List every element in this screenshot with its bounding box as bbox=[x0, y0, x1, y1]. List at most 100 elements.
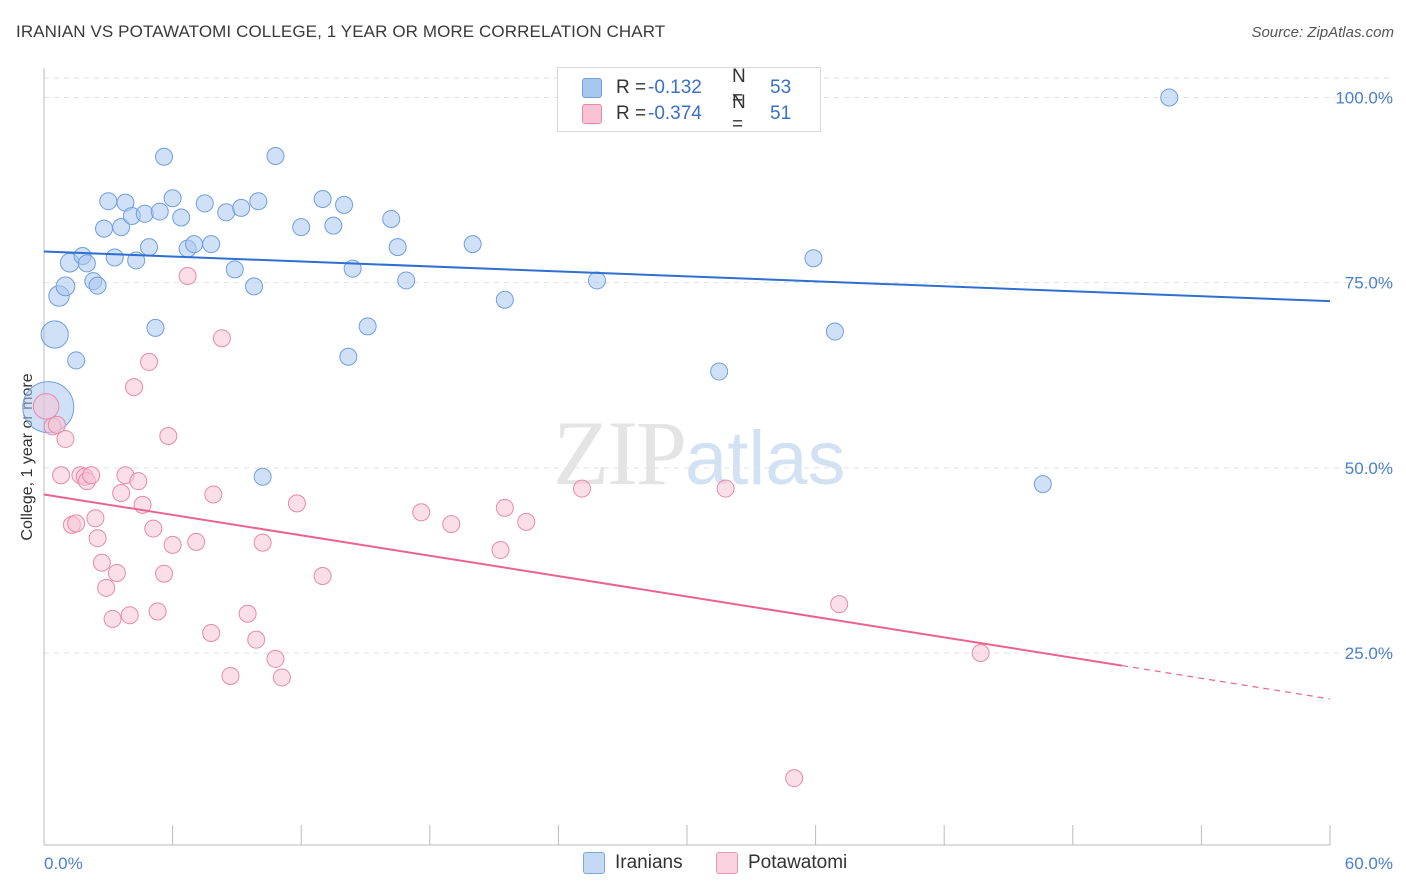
point-potawatomi bbox=[572, 479, 591, 498]
point-iranians bbox=[77, 254, 96, 273]
point-potawatomi bbox=[971, 644, 990, 662]
point-iranians bbox=[358, 317, 377, 336]
point-potawatomi bbox=[163, 535, 182, 554]
point-iranians bbox=[217, 203, 236, 222]
point-potawatomi bbox=[86, 509, 105, 528]
point-iranians bbox=[105, 248, 124, 267]
point-iranians bbox=[266, 147, 285, 166]
point-iranians bbox=[710, 362, 729, 381]
point-potawatomi bbox=[212, 329, 231, 348]
point-potawatomi bbox=[88, 529, 107, 548]
point-potawatomi bbox=[129, 472, 148, 491]
legend-n-label: N = bbox=[732, 66, 746, 109]
legend-label-potawatomi: Potawatomi bbox=[748, 852, 848, 873]
point-iranians bbox=[249, 192, 268, 211]
point-iranians bbox=[140, 238, 159, 257]
legend-n-label: N = bbox=[732, 92, 746, 135]
point-iranians bbox=[172, 208, 191, 227]
point-potawatomi bbox=[92, 553, 111, 572]
point-potawatomi bbox=[830, 595, 849, 614]
point-iranians bbox=[335, 195, 354, 214]
tick-labels: 25.0% 50.0% 75.0% 100.0% 0.0% 60.0% bbox=[44, 89, 1393, 874]
point-iranians bbox=[135, 204, 154, 223]
point-iranians bbox=[232, 198, 251, 217]
point-potawatomi bbox=[202, 624, 221, 643]
legend-label-iranians: Iranians bbox=[615, 852, 683, 873]
point-iranians bbox=[163, 189, 182, 208]
point-iranians bbox=[146, 318, 165, 337]
point-potawatomi bbox=[97, 578, 116, 597]
point-potawatomi bbox=[144, 519, 163, 538]
point-potawatomi bbox=[52, 466, 71, 485]
point-iranians bbox=[99, 192, 118, 211]
point-potawatomi bbox=[155, 564, 174, 583]
point-potawatomi bbox=[491, 541, 510, 560]
point-iranians bbox=[150, 202, 169, 221]
point-potawatomi bbox=[287, 494, 306, 513]
point-iranians bbox=[1033, 475, 1052, 494]
point-iranians bbox=[339, 347, 358, 366]
point-potawatomi bbox=[272, 668, 291, 687]
correlation-legend: R = -0.132 N = 53 R = -0.374 N = 51 bbox=[557, 66, 821, 135]
point-iranians bbox=[313, 189, 332, 208]
point-iranians bbox=[1160, 88, 1179, 107]
point-iranians bbox=[225, 260, 244, 279]
point-potawatomi bbox=[140, 352, 159, 371]
point-potawatomi bbox=[56, 429, 75, 448]
legend-n-value: 53 bbox=[770, 77, 792, 98]
point-iranians bbox=[292, 218, 311, 237]
x-tick-label: 60.0% bbox=[1345, 854, 1393, 873]
point-potawatomi bbox=[238, 604, 257, 623]
point-potawatomi bbox=[247, 630, 266, 649]
legend-row-iranians: R = -0.132 N = 53 bbox=[582, 66, 792, 109]
point-iranians bbox=[112, 218, 131, 237]
trend-extension-potawatomi bbox=[1122, 664, 1331, 700]
point-iranians bbox=[245, 277, 264, 296]
point-iranians bbox=[67, 351, 86, 370]
point-potawatomi bbox=[204, 485, 223, 504]
y-tick-label: 25.0% bbox=[1345, 644, 1393, 663]
point-potawatomi bbox=[32, 393, 60, 420]
legend-row-potawatomi: R = -0.374 N = 51 bbox=[582, 92, 791, 135]
point-iranians bbox=[253, 467, 272, 486]
point-potawatomi bbox=[266, 649, 285, 668]
point-iranians bbox=[825, 322, 844, 341]
point-potawatomi bbox=[785, 769, 804, 788]
point-potawatomi bbox=[313, 566, 332, 585]
point-potawatomi bbox=[125, 378, 144, 397]
point-iranians bbox=[185, 235, 204, 254]
point-iranians bbox=[40, 320, 69, 349]
point-potawatomi bbox=[253, 533, 272, 552]
point-potawatomi bbox=[716, 479, 735, 498]
point-iranians bbox=[55, 276, 76, 297]
legend-r-label: R = bbox=[616, 77, 647, 98]
legend-swatch-iranians bbox=[583, 852, 605, 874]
legend-swatch-potawatomi bbox=[582, 104, 602, 124]
point-iranians bbox=[495, 290, 514, 309]
point-iranians bbox=[155, 147, 174, 166]
point-iranians bbox=[388, 238, 407, 257]
point-iranians bbox=[587, 271, 606, 290]
trend-line-potawatomi bbox=[43, 493, 1123, 667]
point-iranians bbox=[463, 235, 482, 254]
y-tick-label: 100.0% bbox=[1335, 89, 1393, 108]
point-iranians bbox=[382, 209, 401, 228]
source-label: Source: ZipAtlas.com bbox=[1251, 24, 1394, 41]
legend-swatch-iranians bbox=[582, 78, 602, 98]
point-iranians bbox=[324, 216, 343, 235]
legend-item-iranians: Iranians bbox=[583, 852, 683, 874]
point-potawatomi bbox=[112, 484, 131, 503]
x-tick-label: 0.0% bbox=[44, 854, 83, 873]
point-potawatomi bbox=[412, 503, 431, 522]
trend-lines bbox=[43, 250, 1331, 700]
point-iranians bbox=[95, 219, 114, 238]
y-tick-label: 75.0% bbox=[1345, 274, 1393, 293]
point-potawatomi bbox=[103, 609, 122, 628]
point-potawatomi bbox=[148, 602, 167, 621]
point-potawatomi bbox=[221, 666, 240, 685]
point-iranians bbox=[804, 249, 823, 268]
point-potawatomi bbox=[67, 514, 86, 533]
data-points bbox=[22, 88, 1179, 788]
y-tick-label: 50.0% bbox=[1345, 459, 1393, 478]
